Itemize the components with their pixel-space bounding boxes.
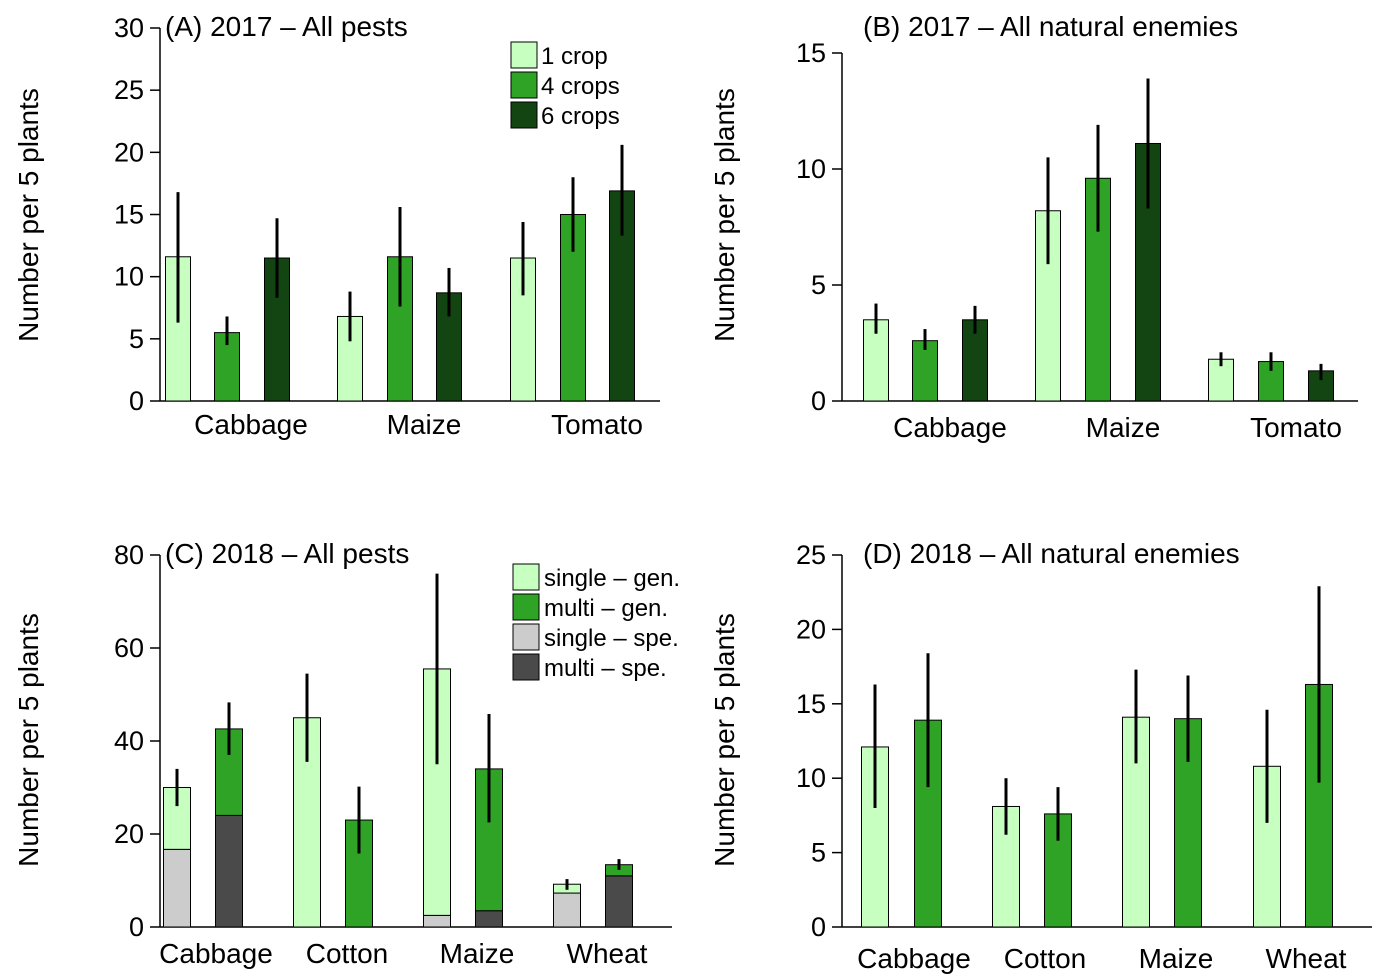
panel-c-category-label-wheat: Wheat xyxy=(567,938,648,969)
panel-c-bar-wheat-multi-specialist xyxy=(605,875,633,928)
legend-swatch-1-crop xyxy=(510,41,538,69)
panel-a-legend: 1 crop 4 crops 6 crops xyxy=(510,41,620,130)
panel-d-ytick-label: 20 xyxy=(796,614,826,644)
panel-c-category-label-cabbage: Cabbage xyxy=(159,938,273,969)
panel-c-xaxis: Cabbage Cotton Maize Wheat xyxy=(159,926,672,969)
panel-b-bars xyxy=(863,78,1334,402)
panel-b-category-label-cabbage: Cabbage xyxy=(893,412,1007,443)
panel-d-xaxis: Cabbage Cotton Maize Wheat xyxy=(842,926,1372,974)
panel-d-bars xyxy=(861,586,1333,928)
panel-a-ytick-label: 30 xyxy=(114,13,144,43)
panel-c-bar-maize-multi-generalist xyxy=(475,768,503,912)
panel-b: 0 5 10 15 Cabbage Maize Tomato (B) 2017 – All… xyxy=(709,11,1358,443)
panel-d-yaxis: 0 5 10 15 20 25 xyxy=(796,540,843,942)
legend-label-single-gen: single – gen. xyxy=(544,565,680,592)
panel-b-category-label-tomato: Tomato xyxy=(1250,412,1342,443)
legend-swatch-4-crops xyxy=(510,71,538,99)
legend-label-1-crop: 1 crop xyxy=(541,43,608,70)
panel-b-xaxis: Cabbage Maize Tomato xyxy=(842,400,1358,443)
panel-c-ylabel: Number per 5 plants xyxy=(13,613,44,867)
legend-label-multi-spe: multi – spe. xyxy=(544,655,667,682)
panel-a-ytick-label: 25 xyxy=(114,75,144,105)
panel-a-yaxis: 0 5 10 15 20 25 30 xyxy=(114,13,161,416)
panel-d-ytick-label: 0 xyxy=(811,912,826,942)
panel-c-ytick-label: 60 xyxy=(114,633,144,663)
panel-a-xaxis: Cabbage Maize Tomato xyxy=(160,400,660,440)
panel-a-title: (A) 2017 – All pests xyxy=(165,11,408,42)
panel-d-ytick-label: 25 xyxy=(796,540,826,570)
panel-d-category-label-cotton: Cotton xyxy=(1004,943,1087,974)
legend-swatch-single-gen xyxy=(512,563,540,591)
panel-c: 0 20 40 60 80 Cabbage Cotton Maize Wheat (C) 20… xyxy=(13,538,680,969)
legend-swatch-multi-spe xyxy=(512,653,540,681)
panel-a-ytick-label: 20 xyxy=(114,137,144,167)
legend-swatch-multi-gen xyxy=(512,593,540,621)
panel-b-ytick-label: 5 xyxy=(811,270,826,300)
panel-d-ytick-label: 10 xyxy=(796,763,826,793)
panel-c-yaxis: 0 20 40 60 80 xyxy=(114,540,161,942)
panel-d-category-label-maize: Maize xyxy=(1139,943,1214,974)
panel-a-ytick-label: 5 xyxy=(129,324,144,354)
legend-label-single-spe: single – spe. xyxy=(544,625,679,652)
panel-d-ytick-label: 5 xyxy=(811,838,826,868)
panel-a-ytick-label: 10 xyxy=(114,262,144,292)
panel-a-bars xyxy=(165,144,635,402)
panel-d-ylabel: Number per 5 plants xyxy=(709,613,740,867)
panel-a-ylabel: Number per 5 plants xyxy=(13,88,44,342)
panel-b-bar-cabbage-4-crops xyxy=(912,340,938,402)
panel-c-bar-cabbage-multi-specialist xyxy=(215,814,243,928)
legend-swatch-6-crops xyxy=(510,101,538,129)
panel-c-bar-cabbage-single-specialist xyxy=(163,848,191,928)
panel-b-bar-maize-4-crops xyxy=(1085,177,1111,402)
panel-b-ytick-label: 0 xyxy=(811,386,826,416)
panel-a-category-label-cabbage: Cabbage xyxy=(194,409,308,440)
panel-a-category-label-maize: Maize xyxy=(387,409,462,440)
panel-b-ytick-label: 15 xyxy=(796,38,826,68)
panel-c-bar-maize-multi-specialist xyxy=(475,910,503,928)
panel-c-ytick-label: 0 xyxy=(129,912,144,942)
panel-a-category-label-tomato: Tomato xyxy=(551,409,643,440)
legend-label-4-crops: 4 crops xyxy=(541,73,620,100)
panel-a-ytick-label: 15 xyxy=(114,200,144,230)
legend-swatch-single-spe xyxy=(512,623,540,651)
panel-c-category-label-maize: Maize xyxy=(440,938,515,969)
panel-c-legend: single – gen. multi – gen. single – spe.… xyxy=(512,563,680,682)
panel-c-category-label-cotton: Cotton xyxy=(306,938,389,969)
panel-a-ytick-label: 0 xyxy=(129,386,144,416)
panel-c-ytick-label: 20 xyxy=(114,819,144,849)
panel-d-category-label-wheat: Wheat xyxy=(1266,943,1347,974)
panel-d-category-label-cabbage: Cabbage xyxy=(857,943,971,974)
panel-c-bars xyxy=(163,573,633,928)
panel-b-yaxis: 0 5 10 15 xyxy=(796,38,843,416)
panel-c-ytick-label: 80 xyxy=(114,540,144,570)
panel-b-title: (B) 2017 – All natural enemies xyxy=(863,11,1238,42)
panel-b-category-label-maize: Maize xyxy=(1086,412,1161,443)
legend-label-6-crops: 6 crops xyxy=(541,103,620,130)
panel-c-title: (C) 2018 – All pests xyxy=(165,538,409,569)
legend-label-multi-gen: multi – gen. xyxy=(544,595,668,622)
panel-a: 0 5 10 15 20 25 30 Cabbage Maize Tomato (A) 2017… xyxy=(13,11,660,440)
panel-b-ylabel: Number per 5 plants xyxy=(709,88,740,342)
panel-d: 0 5 10 15 20 25 Cabbage Cotton Maize Wheat (D) 2… xyxy=(709,538,1372,974)
panel-c-bar-maize-single-specialist xyxy=(423,914,451,928)
panel-d-ytick-label: 15 xyxy=(796,689,826,719)
panel-c-bar-wheat-single-specialist xyxy=(553,892,581,928)
panel-b-ytick-label: 10 xyxy=(796,154,826,184)
panel-c-ytick-label: 40 xyxy=(114,726,144,756)
panel-d-title: (D) 2018 – All natural enemies xyxy=(863,538,1240,569)
